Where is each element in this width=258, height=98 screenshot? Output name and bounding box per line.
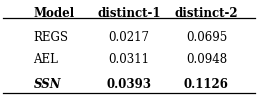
Text: SSN: SSN	[34, 78, 61, 91]
Text: 0.0695: 0.0695	[186, 31, 227, 44]
Text: Model: Model	[34, 7, 75, 20]
Text: AEL: AEL	[34, 53, 58, 66]
Text: distinct-1: distinct-1	[97, 7, 161, 20]
Text: REGS: REGS	[34, 31, 69, 44]
Text: 0.1126: 0.1126	[184, 78, 229, 91]
Text: 0.0948: 0.0948	[186, 53, 227, 66]
Text: 0.0217: 0.0217	[109, 31, 149, 44]
Text: 0.0393: 0.0393	[107, 78, 151, 91]
Text: 0.0311: 0.0311	[109, 53, 149, 66]
Text: distinct-2: distinct-2	[175, 7, 238, 20]
